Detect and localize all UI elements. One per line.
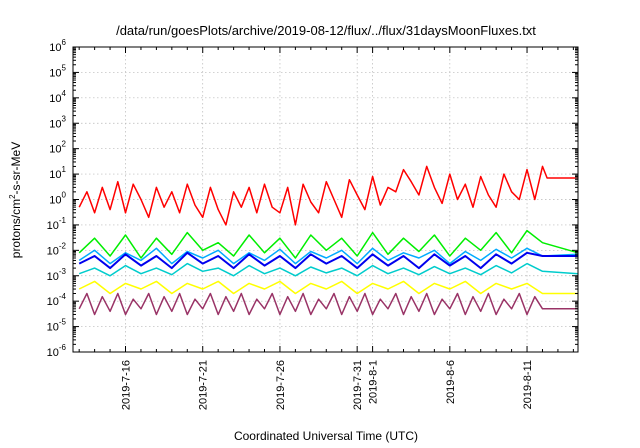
series-line-2 [78, 229, 579, 259]
axis-ticks [73, 46, 578, 353]
grid [73, 47, 578, 352]
y-tick-base: 10 [47, 322, 59, 334]
y-tick-base: 10 [47, 220, 59, 232]
y-tick-exponent: -6 [59, 343, 67, 352]
series-line-3 [78, 247, 579, 265]
x-tick-label: 2019-8-11 [522, 360, 534, 409]
y-tick-label: 101 [49, 165, 66, 181]
y-tick-exponent: -5 [59, 318, 67, 327]
y-axis-label: protons/cm2-s-sr-MeV [8, 142, 23, 258]
y-tick-base: 10 [49, 118, 61, 130]
x-tick-label: 2019-7-31 [352, 360, 364, 410]
y-tick-exponent: -1 [59, 216, 67, 225]
y-label-part: protons/cm [9, 199, 23, 258]
y-tick-base: 10 [49, 93, 61, 105]
chart-title: /data/run/goesPlots/archive/2019-08-12/f… [116, 23, 536, 38]
y-tick-exponent: 3 [62, 114, 67, 123]
series-lines [78, 165, 579, 316]
y-label-superscript: 2 [8, 194, 17, 199]
series-line-5 [78, 251, 578, 270]
x-tick-labels: 2019-7-16 2019-7-21 2019-7-26 2019-7-31 2019… [121, 360, 535, 410]
x-tick-label: 2019-7-16 [121, 360, 133, 410]
series-line-4 [78, 262, 579, 277]
y-tick-exponent: 2 [62, 140, 67, 149]
y-tick-base: 10 [49, 195, 61, 207]
y-tick-exponent: 5 [62, 63, 67, 72]
y-tick-label: 10-5 [47, 318, 67, 334]
y-tick-base: 10 [49, 169, 61, 181]
series-line-1 [78, 165, 578, 226]
y-tick-label: 10-3 [47, 267, 67, 283]
y-tick-label: 103 [49, 114, 66, 130]
y-tick-label: 10-1 [47, 216, 67, 232]
x-tick-label: 2019-8-6 [445, 360, 457, 404]
y-tick-exponent: 4 [62, 89, 67, 98]
y-tick-label: 106 [49, 38, 66, 54]
y-tick-label: 105 [49, 63, 66, 79]
y-tick-base: 10 [47, 296, 59, 308]
y-tick-exponent: 1 [62, 165, 67, 174]
x-tick-label: 2019-8-1 [368, 360, 380, 404]
y-tick-labels: 10-610-510-410-310-210-11001011021031041… [47, 38, 67, 359]
y-tick-label: 102 [49, 140, 66, 156]
y-tick-label: 100 [49, 191, 66, 207]
y-tick-exponent: -2 [59, 241, 67, 250]
y-tick-base: 10 [49, 144, 61, 156]
y-tick-label: 10-4 [47, 292, 67, 308]
y-tick-label: 10-6 [47, 343, 67, 359]
y-tick-base: 10 [47, 271, 59, 283]
y-tick-exponent: 0 [62, 191, 67, 200]
series-line-6 [78, 280, 578, 295]
y-tick-label: 10-2 [47, 241, 67, 257]
x-tick-label: 2019-7-26 [275, 360, 287, 410]
y-label-part: -s-sr-MeV [9, 142, 23, 195]
y-tick-label: 104 [49, 89, 66, 105]
y-tick-exponent: 6 [62, 38, 67, 47]
y-tick-exponent: -4 [59, 292, 67, 301]
y-tick-base: 10 [49, 67, 61, 79]
x-axis-label: Coordinated Universal Time (UTC) [234, 429, 418, 443]
x-tick-label: 2019-7-21 [198, 360, 210, 410]
series-line-7 [78, 292, 578, 316]
y-tick-base: 10 [47, 245, 59, 257]
y-tick-base: 10 [47, 347, 59, 359]
y-tick-exponent: -3 [59, 267, 67, 276]
y-tick-base: 10 [49, 42, 61, 54]
